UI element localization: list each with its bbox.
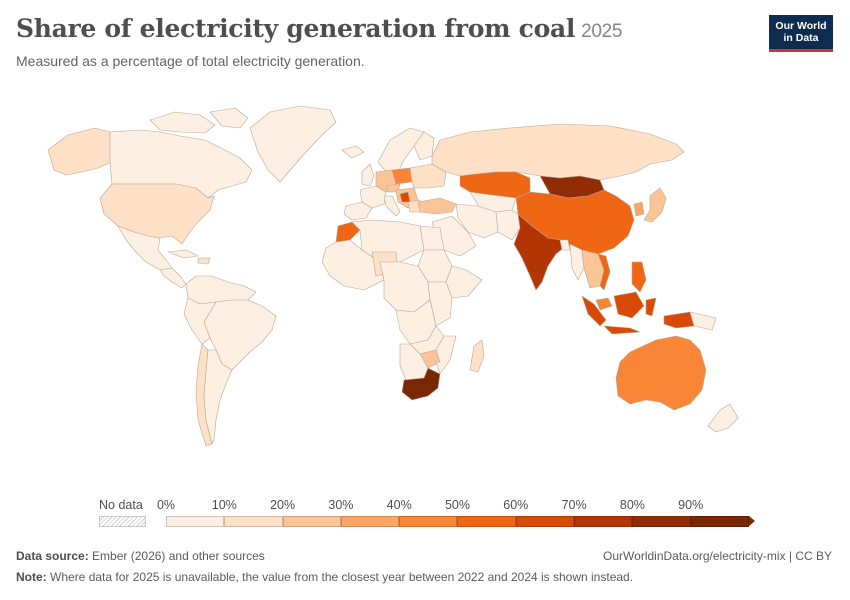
country-central-america[interactable] <box>159 267 187 289</box>
country-iran[interactable] <box>455 203 499 239</box>
source-url[interactable]: OurWorldinData.org/electricity-mix | CC … <box>603 549 832 563</box>
country-usa-alaska[interactable] <box>47 127 113 176</box>
no-data-swatch <box>99 516 146 527</box>
country-afghanistan-pakistan[interactable] <box>495 209 521 241</box>
country-morocco[interactable] <box>335 221 361 243</box>
country-india[interactable] <box>513 213 567 291</box>
legend-bin[interactable] <box>574 516 633 527</box>
legend-overflow-arrow <box>748 516 755 526</box>
country-dominican[interactable] <box>197 257 211 265</box>
country-iceland[interactable] <box>341 145 365 159</box>
country-bangladesh[interactable] <box>559 239 571 251</box>
country-finland[interactable] <box>413 131 435 161</box>
chart-subtitle: Measured as a percentage of total electr… <box>16 53 365 69</box>
country-mexico[interactable] <box>117 225 173 271</box>
legend-tick-label: 80% <box>619 498 645 512</box>
country-japan[interactable] <box>643 187 667 223</box>
country-png[interactable] <box>689 311 717 331</box>
country-mozambique[interactable] <box>435 335 457 375</box>
logo-line-2: in Data <box>783 32 819 44</box>
country-australia[interactable] <box>615 335 707 411</box>
legend-bin[interactable] <box>457 516 516 527</box>
source-line: Data source: Ember (2026) and other sour… <box>16 549 265 563</box>
country-egypt[interactable] <box>419 225 445 251</box>
country-sumatra[interactable] <box>581 295 607 327</box>
source-label: Data source: <box>16 549 89 563</box>
country-korea[interactable] <box>633 201 645 217</box>
legend-bin[interactable] <box>224 516 283 527</box>
legend-bin[interactable] <box>632 516 691 527</box>
no-data-label: No data <box>99 498 143 512</box>
country-horn-africa[interactable] <box>445 265 483 299</box>
map-legend: No data 0% 10% 20% 30% 40% 50% 60% 70% 80% 90% <box>0 496 850 536</box>
country-canada-islands-2[interactable] <box>209 107 249 129</box>
note-text: Where data for 2025 is unavailable, the … <box>50 570 634 584</box>
country-philippines[interactable] <box>631 261 647 293</box>
logo-line-1: Our World <box>775 20 827 32</box>
chart-title: Share of electricity generation from coa… <box>16 14 622 43</box>
country-madagascar[interactable] <box>469 339 485 373</box>
country-java[interactable] <box>603 325 641 335</box>
title-text: Share of electricity generation from coa… <box>16 14 576 43</box>
legend-bin[interactable] <box>399 516 458 527</box>
owid-logo[interactable]: Our World in Data <box>769 15 833 52</box>
legend-tick-label: 50% <box>444 498 471 512</box>
country-borneo[interactable] <box>613 291 645 319</box>
country-peru-bolivia[interactable] <box>183 297 217 345</box>
country-malaysia[interactable] <box>595 297 613 311</box>
country-serbia-bosnia[interactable] <box>399 191 411 203</box>
country-sulawesi[interactable] <box>645 297 657 317</box>
legend-tick-label: 10% <box>211 498 237 512</box>
legend-tick-label: 20% <box>270 498 296 512</box>
legend-bin[interactable] <box>282 516 341 527</box>
country-spain[interactable] <box>343 201 373 221</box>
country-uk[interactable] <box>361 163 375 187</box>
country-kazakhstan[interactable] <box>459 171 531 199</box>
country-usa[interactable] <box>99 183 215 245</box>
legend-tick-label: 30% <box>328 498 354 512</box>
country-argentina[interactable] <box>203 349 233 445</box>
country-papua[interactable] <box>663 311 695 329</box>
source-text: Ember (2026) and other sources <box>92 549 265 563</box>
legend-tick-label: 90% <box>678 498 704 512</box>
note-label: Note: <box>16 570 47 584</box>
country-vietnam[interactable] <box>597 253 611 291</box>
country-cuba[interactable] <box>167 249 199 259</box>
legend-bin[interactable] <box>340 516 400 527</box>
country-brazil[interactable] <box>203 299 277 371</box>
country-algeria-libya[interactable] <box>351 219 425 263</box>
note-line: Note: Where data for 2025 is unavailable… <box>16 570 633 584</box>
country-south-africa[interactable] <box>401 367 441 401</box>
country-turkey[interactable] <box>417 197 457 215</box>
country-canada-islands[interactable] <box>149 111 216 134</box>
country-italy[interactable] <box>383 195 401 217</box>
country-myanmar[interactable] <box>569 243 585 281</box>
legend-color-bins <box>166 516 755 527</box>
country-russia[interactable] <box>431 123 685 181</box>
world-map[interactable] <box>0 90 850 495</box>
country-new-zealand[interactable] <box>707 403 739 433</box>
legend-tick-label: 0% <box>156 498 176 512</box>
legend-bin[interactable] <box>690 516 749 527</box>
country-greenland[interactable] <box>249 105 337 183</box>
legend-tick-label: 40% <box>386 498 412 512</box>
legend-tick-label: 60% <box>503 498 529 512</box>
legend-bin[interactable] <box>166 516 225 527</box>
title-year: 2025 <box>581 21 623 42</box>
legend-bin[interactable] <box>515 516 575 527</box>
legend-tick-label: 70% <box>561 498 587 512</box>
